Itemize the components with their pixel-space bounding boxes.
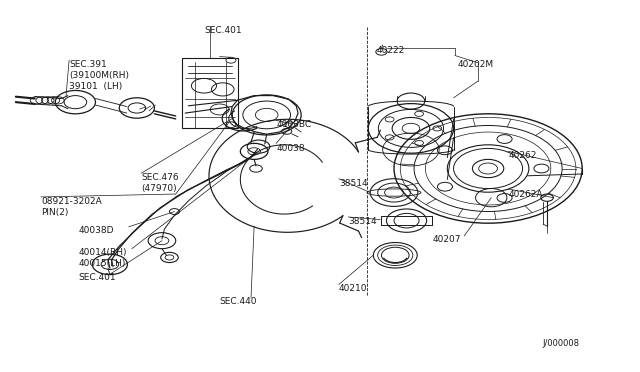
Text: 40038D: 40038D: [79, 226, 114, 235]
Text: SEC.440: SEC.440: [220, 297, 257, 306]
Text: 08921-3202A
PIN(2): 08921-3202A PIN(2): [41, 197, 102, 217]
Text: 40014(RH)
40015(LH): 40014(RH) 40015(LH): [79, 248, 127, 268]
Text: 40207: 40207: [433, 235, 461, 244]
Text: SEC.401: SEC.401: [79, 273, 116, 282]
Text: 40202M: 40202M: [458, 60, 494, 69]
Text: SEC.401: SEC.401: [204, 26, 241, 35]
Text: 40262A: 40262A: [508, 190, 543, 199]
Text: J/000008: J/000008: [543, 339, 580, 348]
Text: 40038: 40038: [276, 144, 305, 153]
Text: SEC.476
(47970): SEC.476 (47970): [141, 173, 179, 193]
Text: 40262: 40262: [508, 151, 536, 160]
Text: 38514: 38514: [348, 217, 377, 226]
Text: 38514: 38514: [339, 179, 367, 188]
Text: 40210: 40210: [339, 285, 367, 294]
Text: 40222: 40222: [376, 46, 404, 55]
Text: SEC.391
(39100M(RH)
39101  (LH): SEC.391 (39100M(RH) 39101 (LH): [69, 60, 129, 92]
Text: 4003BC: 4003BC: [276, 121, 311, 129]
